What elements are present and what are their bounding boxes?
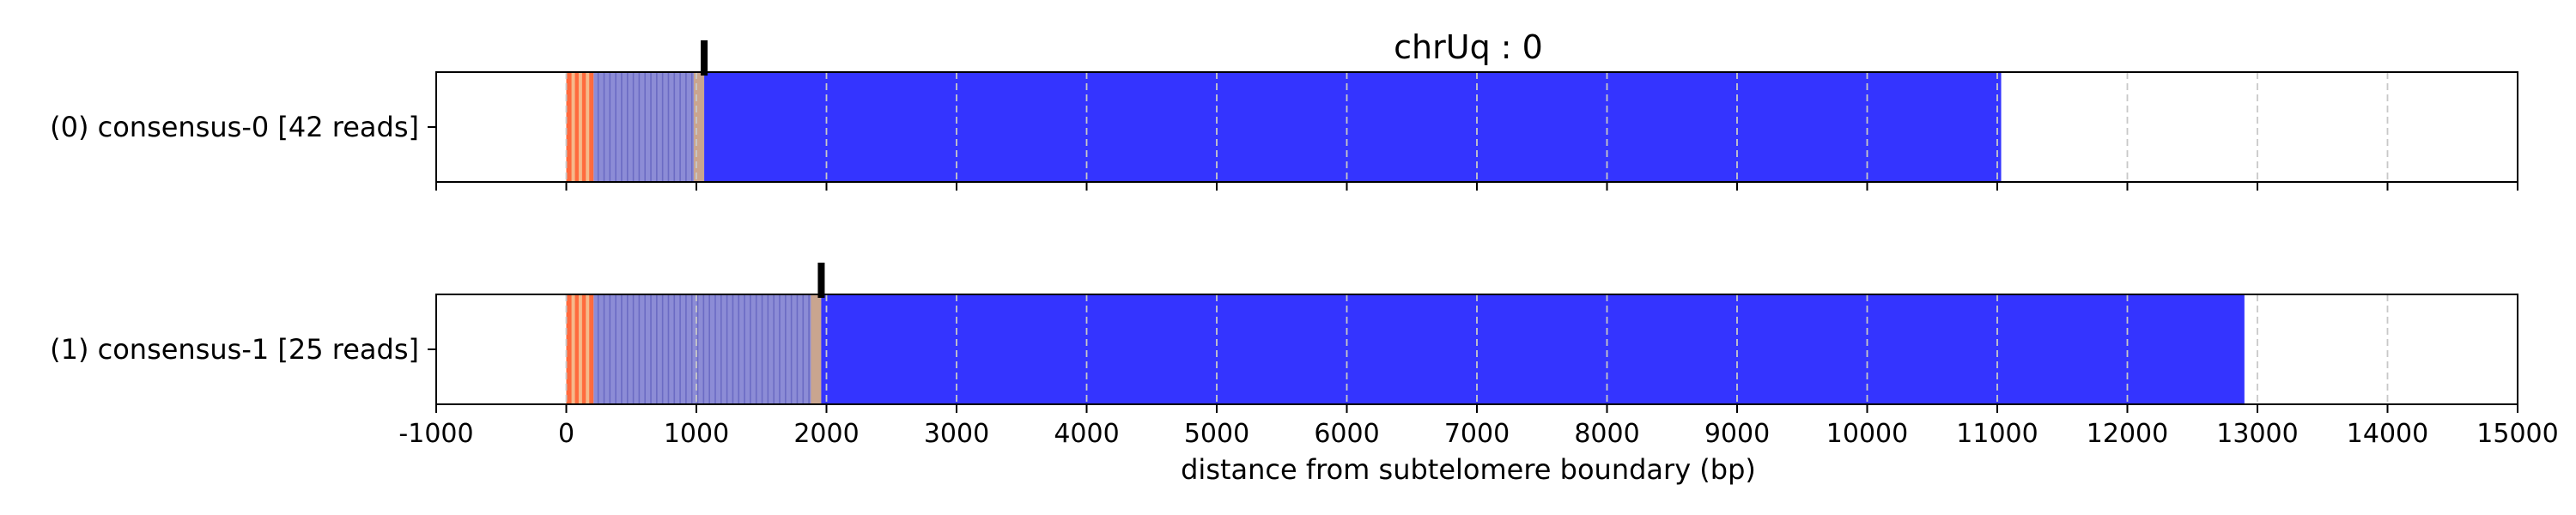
telomere-variant-stripe	[597, 294, 599, 404]
telomere-variant-stripe	[767, 294, 769, 404]
x-tick-label: 6000	[1314, 419, 1379, 449]
telomere-variant-stripe	[679, 294, 681, 404]
row-1: (1) consensus-1 [25 reads]	[50, 263, 2518, 413]
x-tick-label: 11000	[1956, 419, 2038, 449]
boundary-marker	[701, 40, 708, 76]
telomere-variant-stripe	[626, 72, 629, 182]
telomere-variant-stripe	[755, 294, 757, 404]
telomere-variant-stripe	[644, 294, 646, 404]
telomere-variant-stripe	[632, 72, 635, 182]
x-tick-label: 1000	[664, 419, 729, 449]
telomere-variant-stripe	[661, 294, 664, 404]
telomere-variant-stripe	[679, 72, 681, 182]
telomere-variant-stripe	[690, 72, 693, 182]
x-tick-label: 13000	[2216, 419, 2298, 449]
x-tick-label: 4000	[1054, 419, 1119, 449]
telomere-variant-stripe	[644, 72, 646, 182]
telomere-variant-stripe	[603, 72, 605, 182]
telomere-variant-stripe	[808, 294, 810, 404]
telomere-variant-stripe	[621, 294, 623, 404]
subtelomere-stripe	[586, 294, 590, 404]
telomere-variant-stripe	[690, 294, 693, 404]
x-tick-label: 2000	[793, 419, 859, 449]
telomere-variant-stripe	[696, 294, 699, 404]
telomere-variant-stripe	[615, 294, 617, 404]
telomere-variant-stripe	[667, 72, 670, 182]
telomere-variant-stripe	[773, 294, 775, 404]
telomere-variant-stripe	[726, 294, 728, 404]
subtelomere-stripe	[578, 72, 582, 182]
telomere-variant-stripe	[708, 294, 710, 404]
telomere-variant-stripe	[656, 72, 658, 182]
x-tick-label: 9000	[1704, 419, 1770, 449]
telomere-variant-stripe	[615, 72, 617, 182]
telomere-bar	[821, 294, 2245, 404]
telomere-variant-stripe	[609, 72, 611, 182]
telomere-variant-stripe	[732, 294, 734, 404]
telomere-variant-stripe	[603, 294, 605, 404]
telomere-variant-bar	[593, 294, 822, 404]
x-tick-label: 15000	[2476, 419, 2558, 449]
x-tick-label: -1000	[398, 419, 473, 449]
telomere-variant-stripe	[661, 72, 664, 182]
row-0: (0) consensus-0 [42 reads]	[50, 40, 2518, 191]
telomere-variant-stripe	[802, 294, 805, 404]
subtelomere-stripe	[571, 72, 575, 182]
telomere-variant-stripe	[785, 294, 787, 404]
telomere-variant-stripe	[790, 294, 793, 404]
variant-boundary-band	[811, 294, 822, 404]
subtelomere-stripe	[571, 294, 575, 404]
telomere-variant-stripe	[744, 294, 745, 404]
x-tick-label: 7000	[1444, 419, 1510, 449]
row-label: (0) consensus-0 [42 reads]	[50, 111, 419, 143]
telomere-variant-stripe	[656, 294, 658, 404]
telomere-variant-stripe	[638, 294, 641, 404]
subtelomere-stripe	[586, 72, 590, 182]
telomere-variant-stripe	[632, 294, 635, 404]
telomere-variant-stripe	[796, 294, 799, 404]
telomere-variant-stripe	[597, 72, 599, 182]
telomere-variant-stripe	[702, 294, 705, 404]
telomere-variant-stripe	[720, 294, 722, 404]
row-label: (1) consensus-1 [25 reads]	[50, 333, 419, 366]
x-tick-label: 10000	[1826, 419, 1908, 449]
subtelomere-stripe	[578, 294, 582, 404]
rows-layer: (0) consensus-0 [42 reads] (1) consensus-…	[50, 40, 2518, 413]
telomere-variant-stripe	[650, 294, 652, 404]
telomere-variant-stripe	[761, 294, 763, 404]
boundary-marker	[817, 263, 825, 298]
telomere-variant-stripe	[609, 294, 611, 404]
telomere-bar	[704, 72, 2002, 182]
telomere-variant-stripe	[738, 294, 740, 404]
telomere-variant-stripe	[673, 72, 676, 182]
variant-boundary-band	[693, 72, 705, 182]
x-tick-label: 5000	[1184, 419, 1249, 449]
x-axis-label: distance from subtelomere boundary (bp)	[1181, 453, 1756, 486]
telomere-variant-stripe	[685, 72, 687, 182]
x-tick-label: 3000	[924, 419, 989, 449]
telomere-variant-stripe	[714, 294, 716, 404]
telomere-variant-stripe	[779, 294, 781, 404]
telomere-variant-stripe	[621, 72, 623, 182]
telomere-variant-stripe	[667, 294, 670, 404]
x-tick-label: 8000	[1574, 419, 1639, 449]
telomere-variant-stripe	[673, 294, 676, 404]
telomere-variant-stripe	[650, 72, 652, 182]
x-tick-label: 12000	[2087, 419, 2168, 449]
chart-title: chrUq : 0	[1394, 28, 1543, 66]
x-tick-label: 0	[558, 419, 574, 449]
x-axis: -1000 0 1000 2000 3000 4000 5000 6000 7000 8000 90…	[398, 419, 2558, 449]
telomere-variant-stripe	[638, 72, 641, 182]
x-tick-label: 14000	[2347, 419, 2428, 449]
telomere-variant-stripe	[685, 294, 687, 404]
telomere-variant-stripe	[626, 294, 629, 404]
telomere-variant-stripe	[750, 294, 751, 404]
